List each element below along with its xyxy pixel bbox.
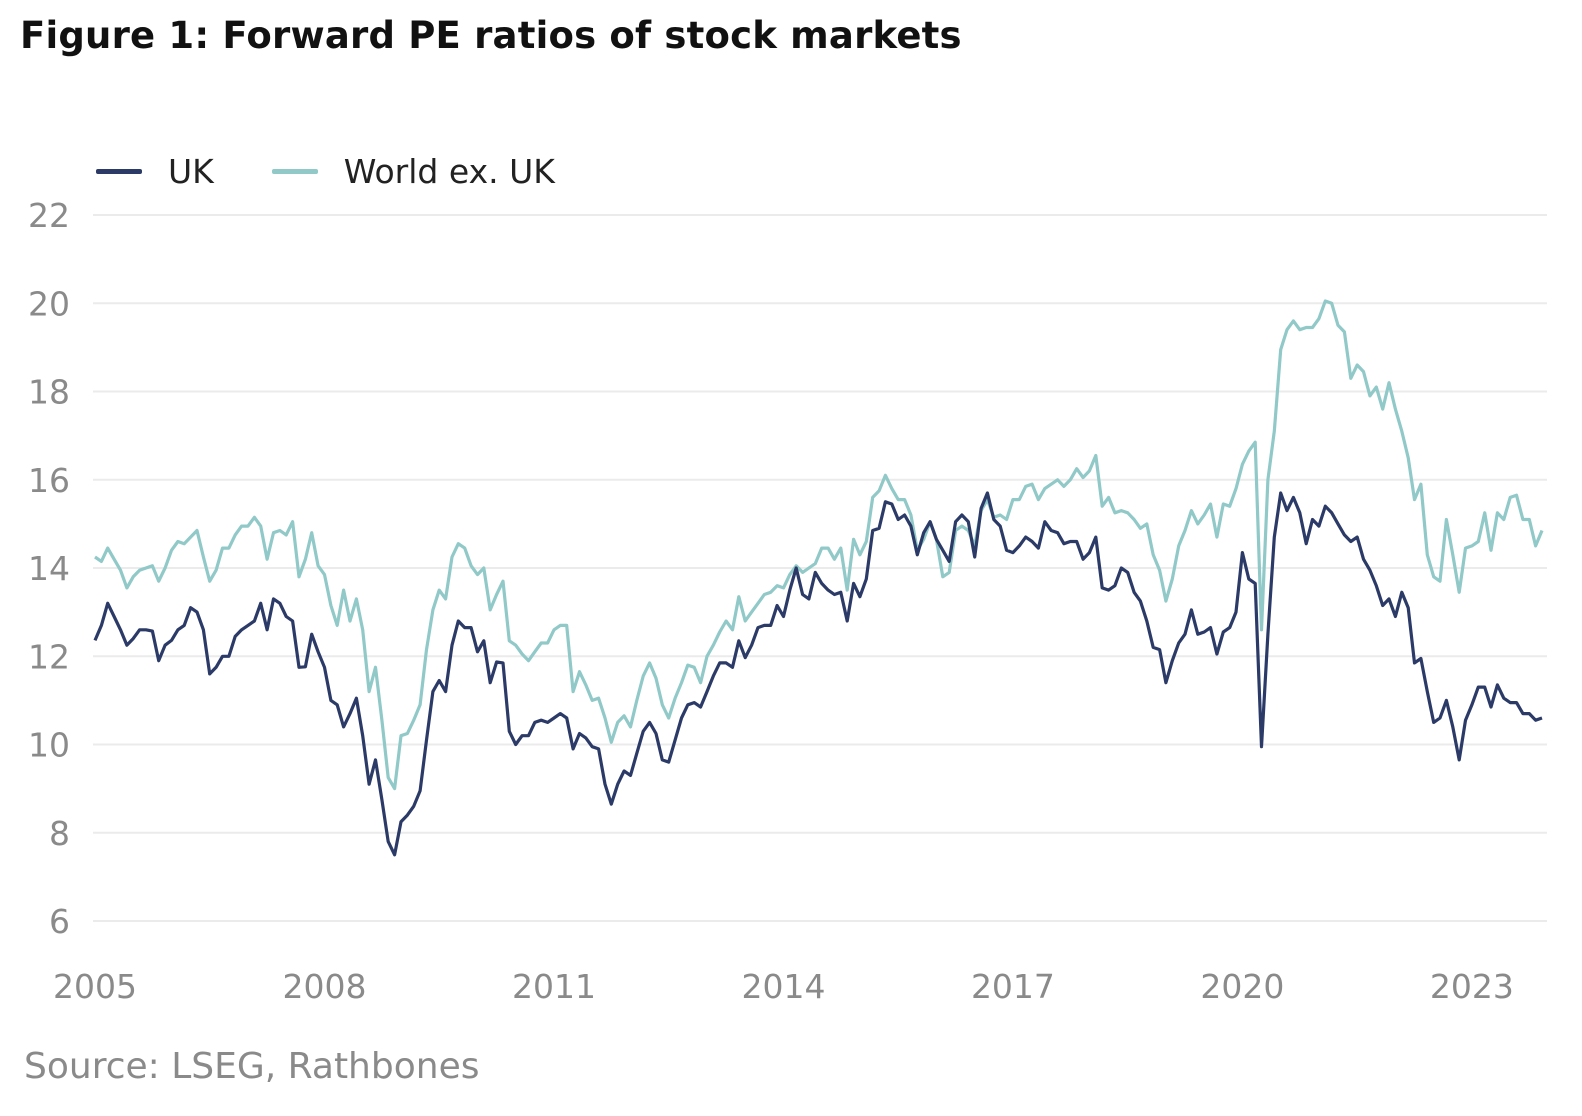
- y-tick-label: 8: [49, 814, 70, 853]
- y-tick-label: 18: [28, 373, 70, 412]
- legend-swatch-world-ex-uk: [271, 169, 318, 174]
- y-tick-label: 20: [28, 284, 70, 323]
- legend-label-world-ex-uk: World ex. UK: [343, 152, 555, 191]
- y-tick-label: 22: [28, 196, 70, 235]
- legend-swatch-uk: [96, 169, 142, 174]
- source-note: Source: LSEG, Rathbones: [24, 1046, 480, 1087]
- series-line-world-ex-uk: [94, 299, 1544, 791]
- y-tick-label: 12: [28, 637, 70, 676]
- x-tick-label: 2020: [1200, 967, 1284, 1006]
- y-tick-label: 6: [49, 902, 70, 941]
- legend-item-uk: UK: [96, 152, 214, 191]
- x-tick-label: 2017: [971, 967, 1055, 1006]
- y-tick-label: 16: [28, 461, 70, 500]
- y-tick-label: 10: [28, 726, 70, 765]
- x-tick-label: 2023: [1430, 967, 1514, 1006]
- chart-title: Figure 1: Forward PE ratios of stock mar…: [20, 14, 962, 57]
- series-line-uk: [93, 491, 1543, 857]
- x-tick-label: 2005: [53, 967, 137, 1006]
- x-tick-label: 2008: [282, 967, 366, 1006]
- x-tick-label: 2011: [512, 967, 596, 1006]
- legend: UK World ex. UK: [96, 152, 613, 191]
- x-tick-label: 2014: [741, 967, 825, 1006]
- legend-item-world-ex-uk: World ex. UK: [271, 152, 555, 191]
- y-tick-label: 14: [28, 549, 70, 588]
- legend-label-uk: UK: [168, 152, 214, 191]
